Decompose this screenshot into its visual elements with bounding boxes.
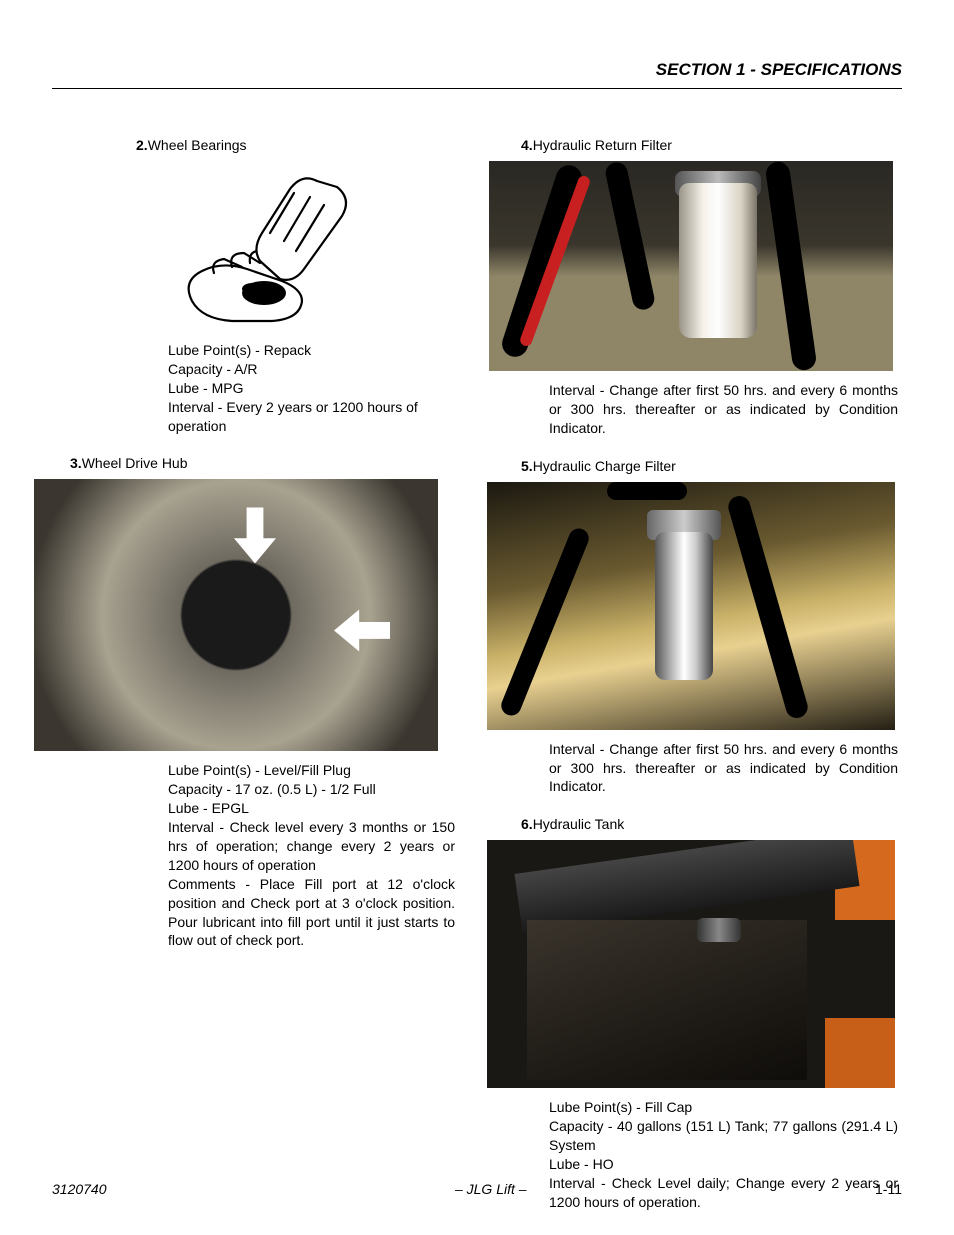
hands-illustration — [152, 161, 384, 341]
charge-filter-photo — [487, 482, 895, 730]
wheel-hub-photo — [34, 479, 438, 751]
item2-title: Wheel Bearings — [148, 137, 247, 153]
item3-line2: Lube - EPGL — [168, 799, 455, 818]
item2-header: 2.Wheel Bearings — [52, 137, 459, 153]
content-columns: 2.Wheel Bearings — [52, 137, 902, 1212]
item3-title: Wheel Drive Hub — [82, 455, 188, 471]
item3-num: 3. — [70, 455, 82, 471]
item4-desc: Interval - Change after first 50 hrs. an… — [495, 381, 902, 438]
return-filter-photo — [489, 161, 893, 371]
item5-num: 5. — [521, 458, 533, 474]
section-header: SECTION 1 - SPECIFICATIONS — [52, 60, 902, 89]
item2-desc: Lube Point(s) - Repack Capacity - A/R Lu… — [52, 341, 459, 435]
page-footer: 3120740 – JLG Lift – 1-11 — [52, 1181, 902, 1197]
item4-header: 4.Hydraulic Return Filter — [495, 137, 902, 153]
left-column: 2.Wheel Bearings — [52, 137, 459, 1212]
item3-line4: Comments - Place Fill port at 12 o'clock… — [168, 875, 455, 951]
item5-title: Hydraulic Charge Filter — [533, 458, 676, 474]
item6-line2: Lube - HO — [549, 1155, 898, 1174]
arrow-down-icon — [234, 507, 276, 563]
item2-line3: Interval - Every 2 years or 1200 hours o… — [168, 398, 455, 436]
item4-title: Hydraulic Return Filter — [533, 137, 672, 153]
item6-line1: Capacity - 40 gallons (151 L) Tank; 77 g… — [549, 1117, 898, 1155]
item2-line2: Lube - MPG — [168, 379, 455, 398]
item4-num: 4. — [521, 137, 533, 153]
hydraulic-tank-photo — [487, 840, 895, 1088]
item3-line3: Interval - Check level every 3 months or… — [168, 818, 455, 875]
footer-center: – JLG Lift – — [455, 1181, 527, 1197]
item6-header: 6.Hydraulic Tank — [495, 816, 902, 832]
item6-line0: Lube Point(s) - Fill Cap — [549, 1098, 898, 1117]
item3-header: 3.Wheel Drive Hub — [52, 455, 459, 471]
item2-line0: Lube Point(s) - Repack — [168, 341, 455, 360]
footer-page-number: 1-11 — [875, 1181, 902, 1197]
footer-doc-number: 3120740 — [52, 1181, 107, 1197]
item3-line0: Lube Point(s) - Level/Fill Plug — [168, 761, 455, 780]
item3-line1: Capacity - 17 oz. (0.5 L) - 1/2 Full — [168, 780, 455, 799]
item6-title: Hydraulic Tank — [533, 816, 625, 832]
item3-desc: Lube Point(s) - Level/Fill Plug Capacity… — [52, 761, 459, 950]
item2-num: 2. — [136, 137, 148, 153]
arrow-left-icon — [334, 609, 390, 651]
item6-num: 6. — [521, 816, 533, 832]
item2-line1: Capacity - A/R — [168, 360, 455, 379]
item5-desc: Interval - Change after first 50 hrs. an… — [495, 740, 902, 797]
right-column: 4.Hydraulic Return Filter Interval - Cha… — [495, 137, 902, 1212]
item5-header: 5.Hydraulic Charge Filter — [495, 458, 902, 474]
